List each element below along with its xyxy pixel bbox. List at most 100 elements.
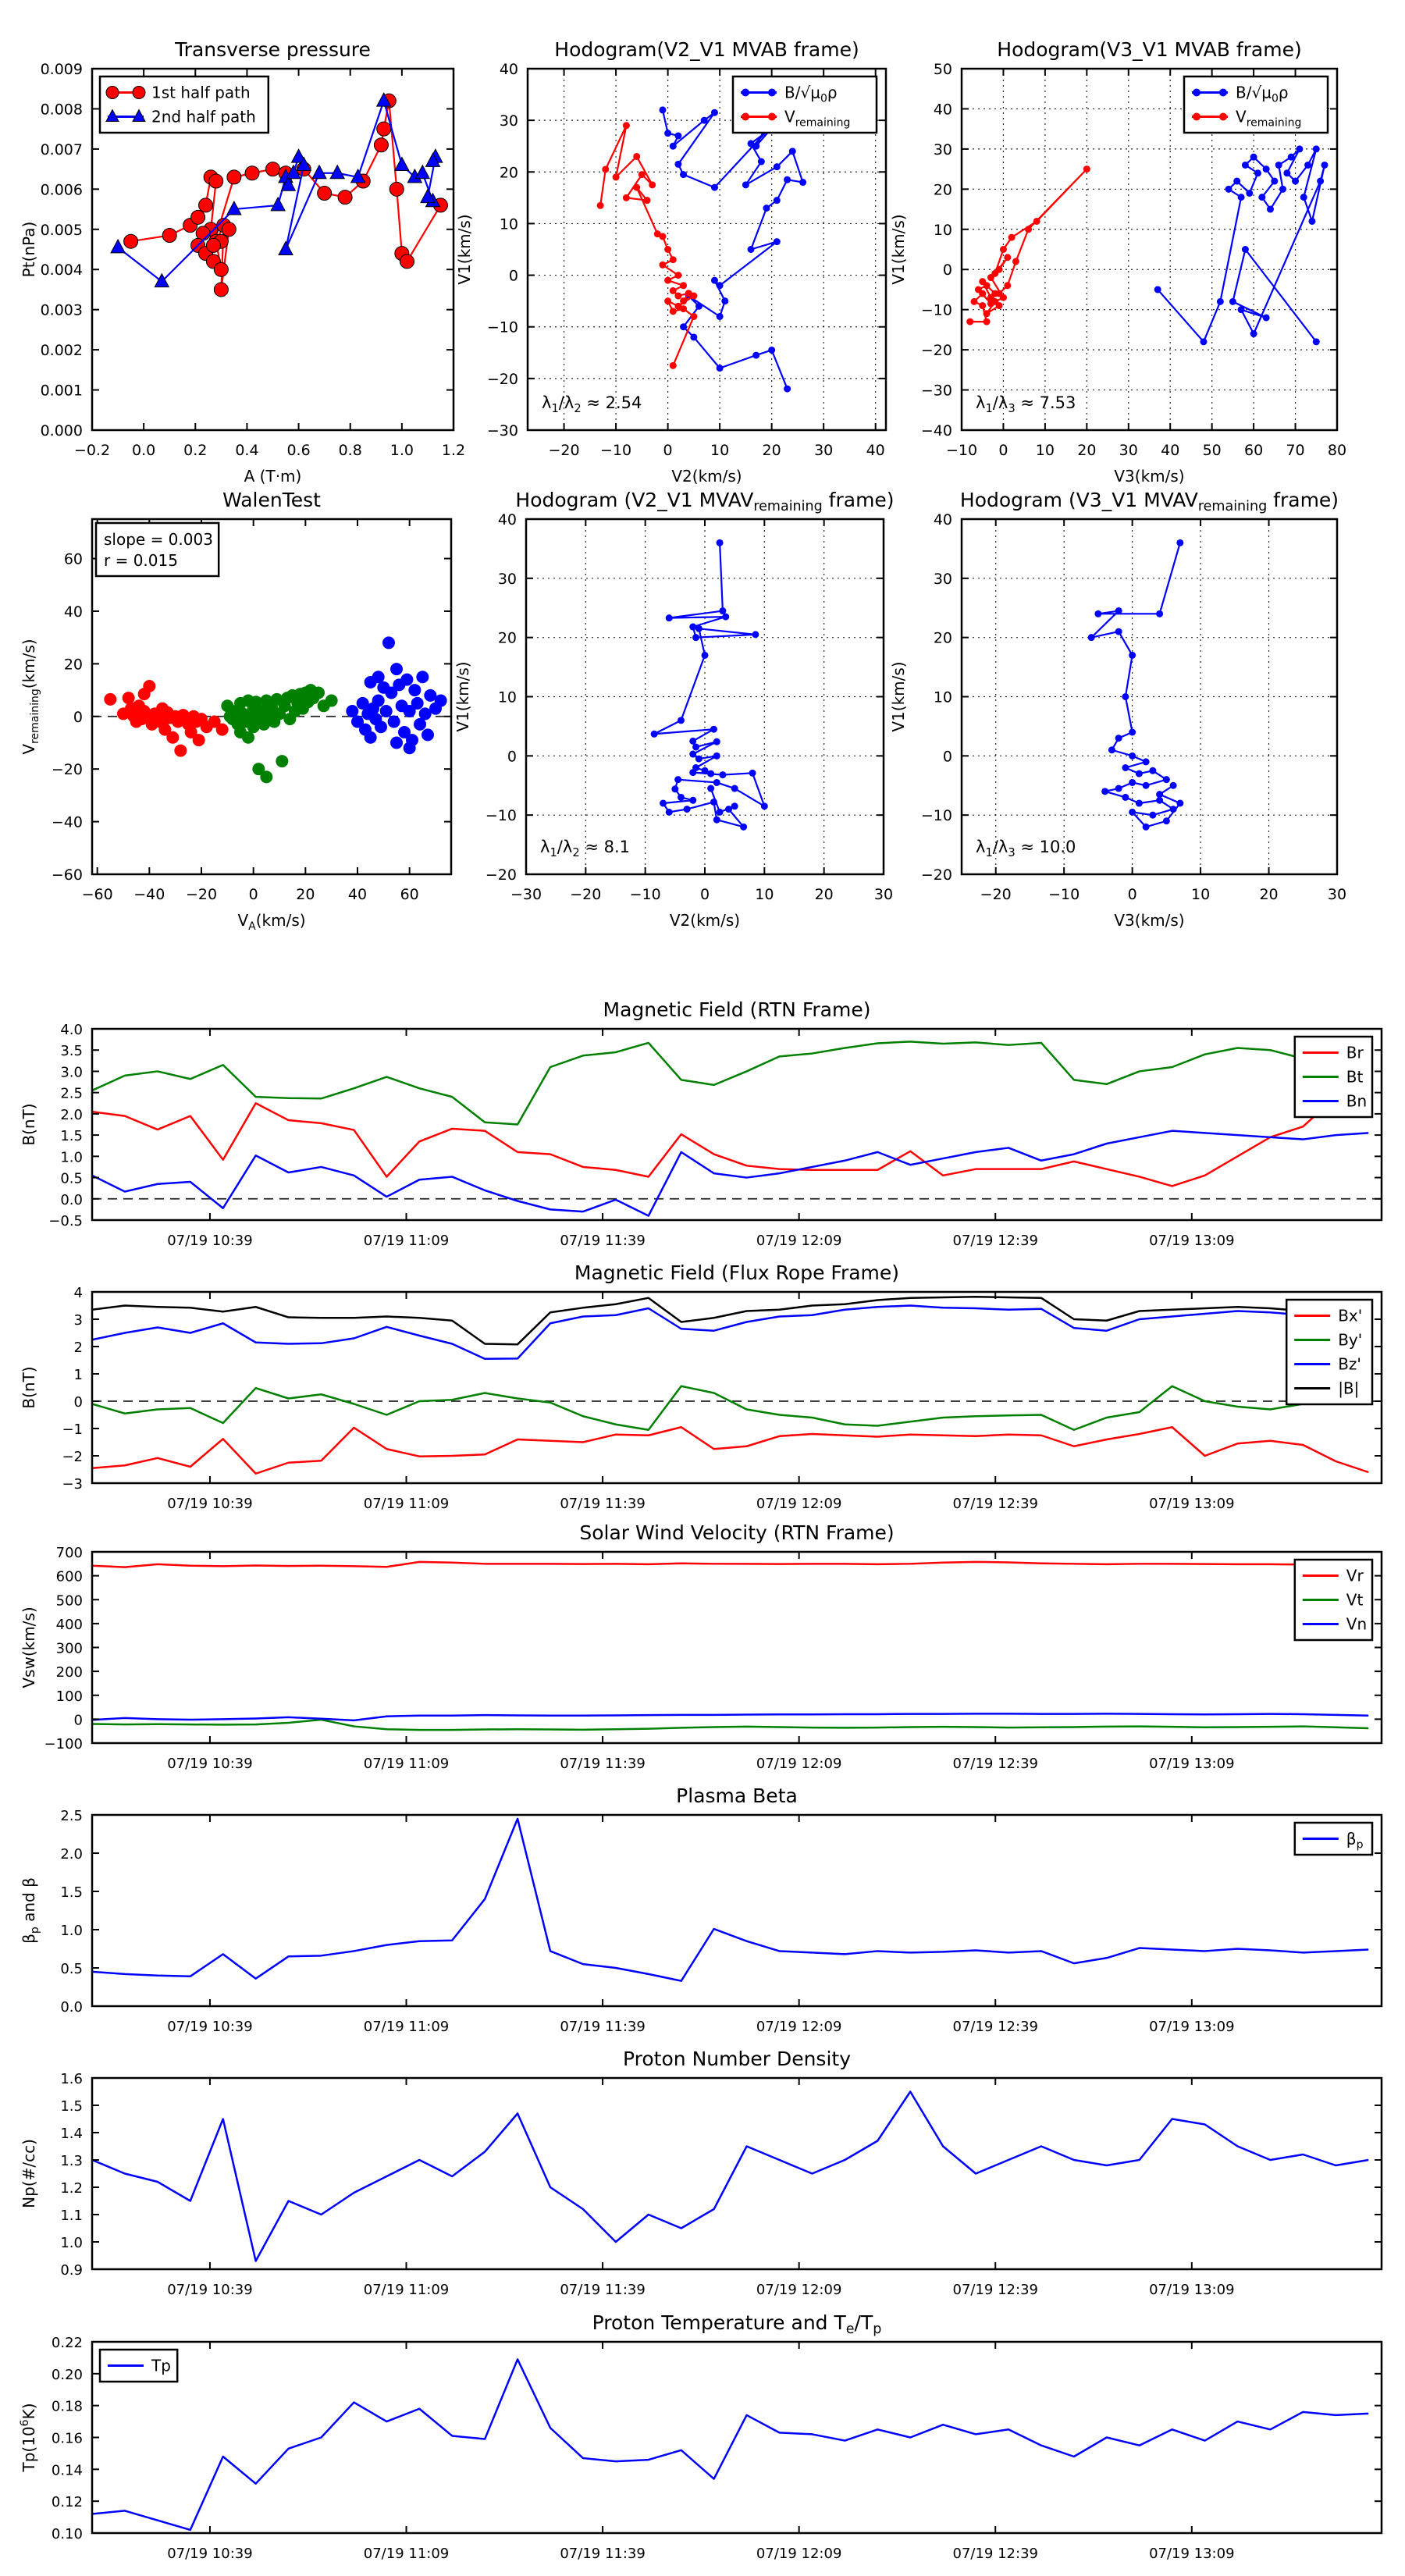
point-marker (117, 707, 130, 720)
y-tick-label: −20 (487, 371, 518, 388)
point-marker (1154, 286, 1161, 294)
point-marker (665, 808, 673, 816)
point-marker (713, 738, 720, 745)
legend-label: Vt (1346, 1591, 1364, 1610)
point-marker (760, 802, 768, 810)
point-marker (784, 385, 791, 393)
point-marker (192, 734, 205, 747)
y-tick-label: 0.5 (60, 1171, 83, 1187)
point-marker (768, 112, 776, 121)
x-tick-label: −20 (980, 886, 1012, 903)
point-marker (716, 539, 724, 546)
y-tick-label: 10 (934, 689, 952, 706)
point-marker (677, 717, 685, 724)
x-tick-label: −10 (600, 442, 631, 459)
point-marker (1162, 776, 1170, 784)
point-marker (692, 634, 700, 642)
circle-marker (162, 227, 177, 243)
point-marker (689, 737, 697, 745)
point-marker (664, 246, 672, 253)
point-marker (276, 755, 289, 768)
point-marker (1271, 177, 1279, 185)
point-marker (414, 717, 426, 731)
point-marker (740, 823, 748, 831)
y-tick-label: −40 (921, 422, 952, 439)
y-tick-label: 0.18 (52, 2399, 83, 2415)
x-tick-label: 07/19 13:09 (1149, 2019, 1234, 2035)
point-marker (757, 158, 765, 165)
point-marker (104, 692, 117, 706)
proton-temperature-ticks: 07/19 10:39 07/19 11:09 07/19 11:39 07/19 1… (52, 2335, 1382, 2562)
x-tick-label: 0 (998, 442, 1008, 459)
y-tick-label: 1.2 (60, 2180, 83, 2197)
y-tick-label: 0.10 (52, 2526, 83, 2542)
x-tick-label: 07/19 12:39 (953, 1756, 1038, 1772)
triangle-marker (296, 156, 312, 171)
point-marker (1176, 799, 1184, 807)
point-marker (664, 276, 672, 284)
point-marker (1200, 338, 1208, 346)
y-tick-label: 2.5 (60, 1808, 83, 1824)
y-tick-label: 40 (500, 61, 518, 78)
y-tick-label: −20 (921, 866, 952, 884)
hodogram-v3v1-mvab-legend: B/√μ0ρ Vremaining (1183, 75, 1329, 134)
x-tick-label: −20 (186, 886, 217, 903)
hodogram-v2v1-mvab: −20 −10 0 10 20 30 40 −30 −20 −10 0 10 20 30 40 Hodogra… (455, 38, 887, 486)
point-marker (653, 230, 661, 238)
x-tick-label: 07/19 10:39 (167, 2019, 252, 2035)
point-marker (400, 673, 414, 686)
point-marker (685, 290, 692, 297)
x-tick-label: 80 (1328, 442, 1346, 459)
series-Np (91, 2090, 1369, 2262)
point-marker (1025, 226, 1033, 233)
hodogram-v2v1-mvav-ylabel: V1(km/s) (454, 661, 472, 731)
y-tick-label: 0.001 (41, 382, 83, 400)
y-tick-label: 40 (498, 511, 517, 528)
triangle-marker (420, 188, 436, 204)
point-marker (1083, 165, 1090, 173)
y-tick-label: 0 (73, 709, 83, 726)
point-marker (725, 806, 733, 813)
x-tick-label: 0.6 (286, 442, 310, 459)
point-marker (1254, 169, 1261, 177)
point-marker (788, 148, 796, 155)
point-marker (716, 808, 724, 816)
point-marker (983, 310, 991, 318)
y-tick-label: 60 (64, 551, 83, 568)
point-marker (747, 246, 755, 253)
y-tick-label: −10 (486, 807, 517, 824)
triangle-marker (132, 109, 146, 122)
hodogram-v2v1-mvav-title: Hodogram (V2_V1 MVAVremaining frame) (515, 489, 894, 514)
circle-marker (399, 254, 414, 269)
point-marker (710, 725, 717, 733)
point-marker (799, 179, 807, 187)
x-tick-label: −60 (82, 886, 113, 903)
x-tick-label: −20 (570, 886, 601, 903)
point-marker (416, 671, 429, 684)
y-tick-label: 0.005 (41, 222, 83, 239)
point-marker (242, 731, 254, 744)
point-marker (710, 109, 718, 116)
point-marker (970, 297, 978, 305)
triangle-marker (394, 156, 410, 171)
point-marker (1262, 165, 1270, 173)
point-marker (752, 631, 759, 639)
y-tick-label: −1 (62, 1421, 83, 1438)
point-marker (1004, 254, 1012, 262)
point-marker (260, 770, 273, 784)
legend-label: B/√μ0ρ (1236, 84, 1289, 105)
series-|B| (91, 1296, 1369, 1346)
point-marker (674, 776, 682, 784)
point-marker (156, 702, 169, 715)
magnetic-field-rtn-ticks: 07/19 10:39 07/19 11:09 07/19 11:39 07/19 1… (48, 1022, 1382, 1249)
legend-label: Bz' (1338, 1355, 1361, 1374)
x-tick-label: 07/19 12:39 (953, 2282, 1038, 2298)
triangle-marker (154, 272, 170, 288)
hodogram-v3v1-mvab-ticks: −10 0 10 20 30 40 50 60 70 80 −40 −30 −20 −10 0 10 20 30 4… (921, 61, 1346, 459)
magnetic-field-flux-rope: 07/19 10:39 07/19 11:09 07/19 11:39 07/19 1… (20, 1261, 1383, 1512)
point-marker (638, 171, 646, 179)
y-tick-label: 0.002 (41, 342, 83, 359)
y-tick-label: 50 (934, 61, 952, 78)
hodogram-v3v1-mvab-series (966, 145, 1329, 346)
walen-test-ticks: −60 −40 −20 0 20 40 60 −60 −40 −20 0 20 40 60 (52, 519, 451, 903)
